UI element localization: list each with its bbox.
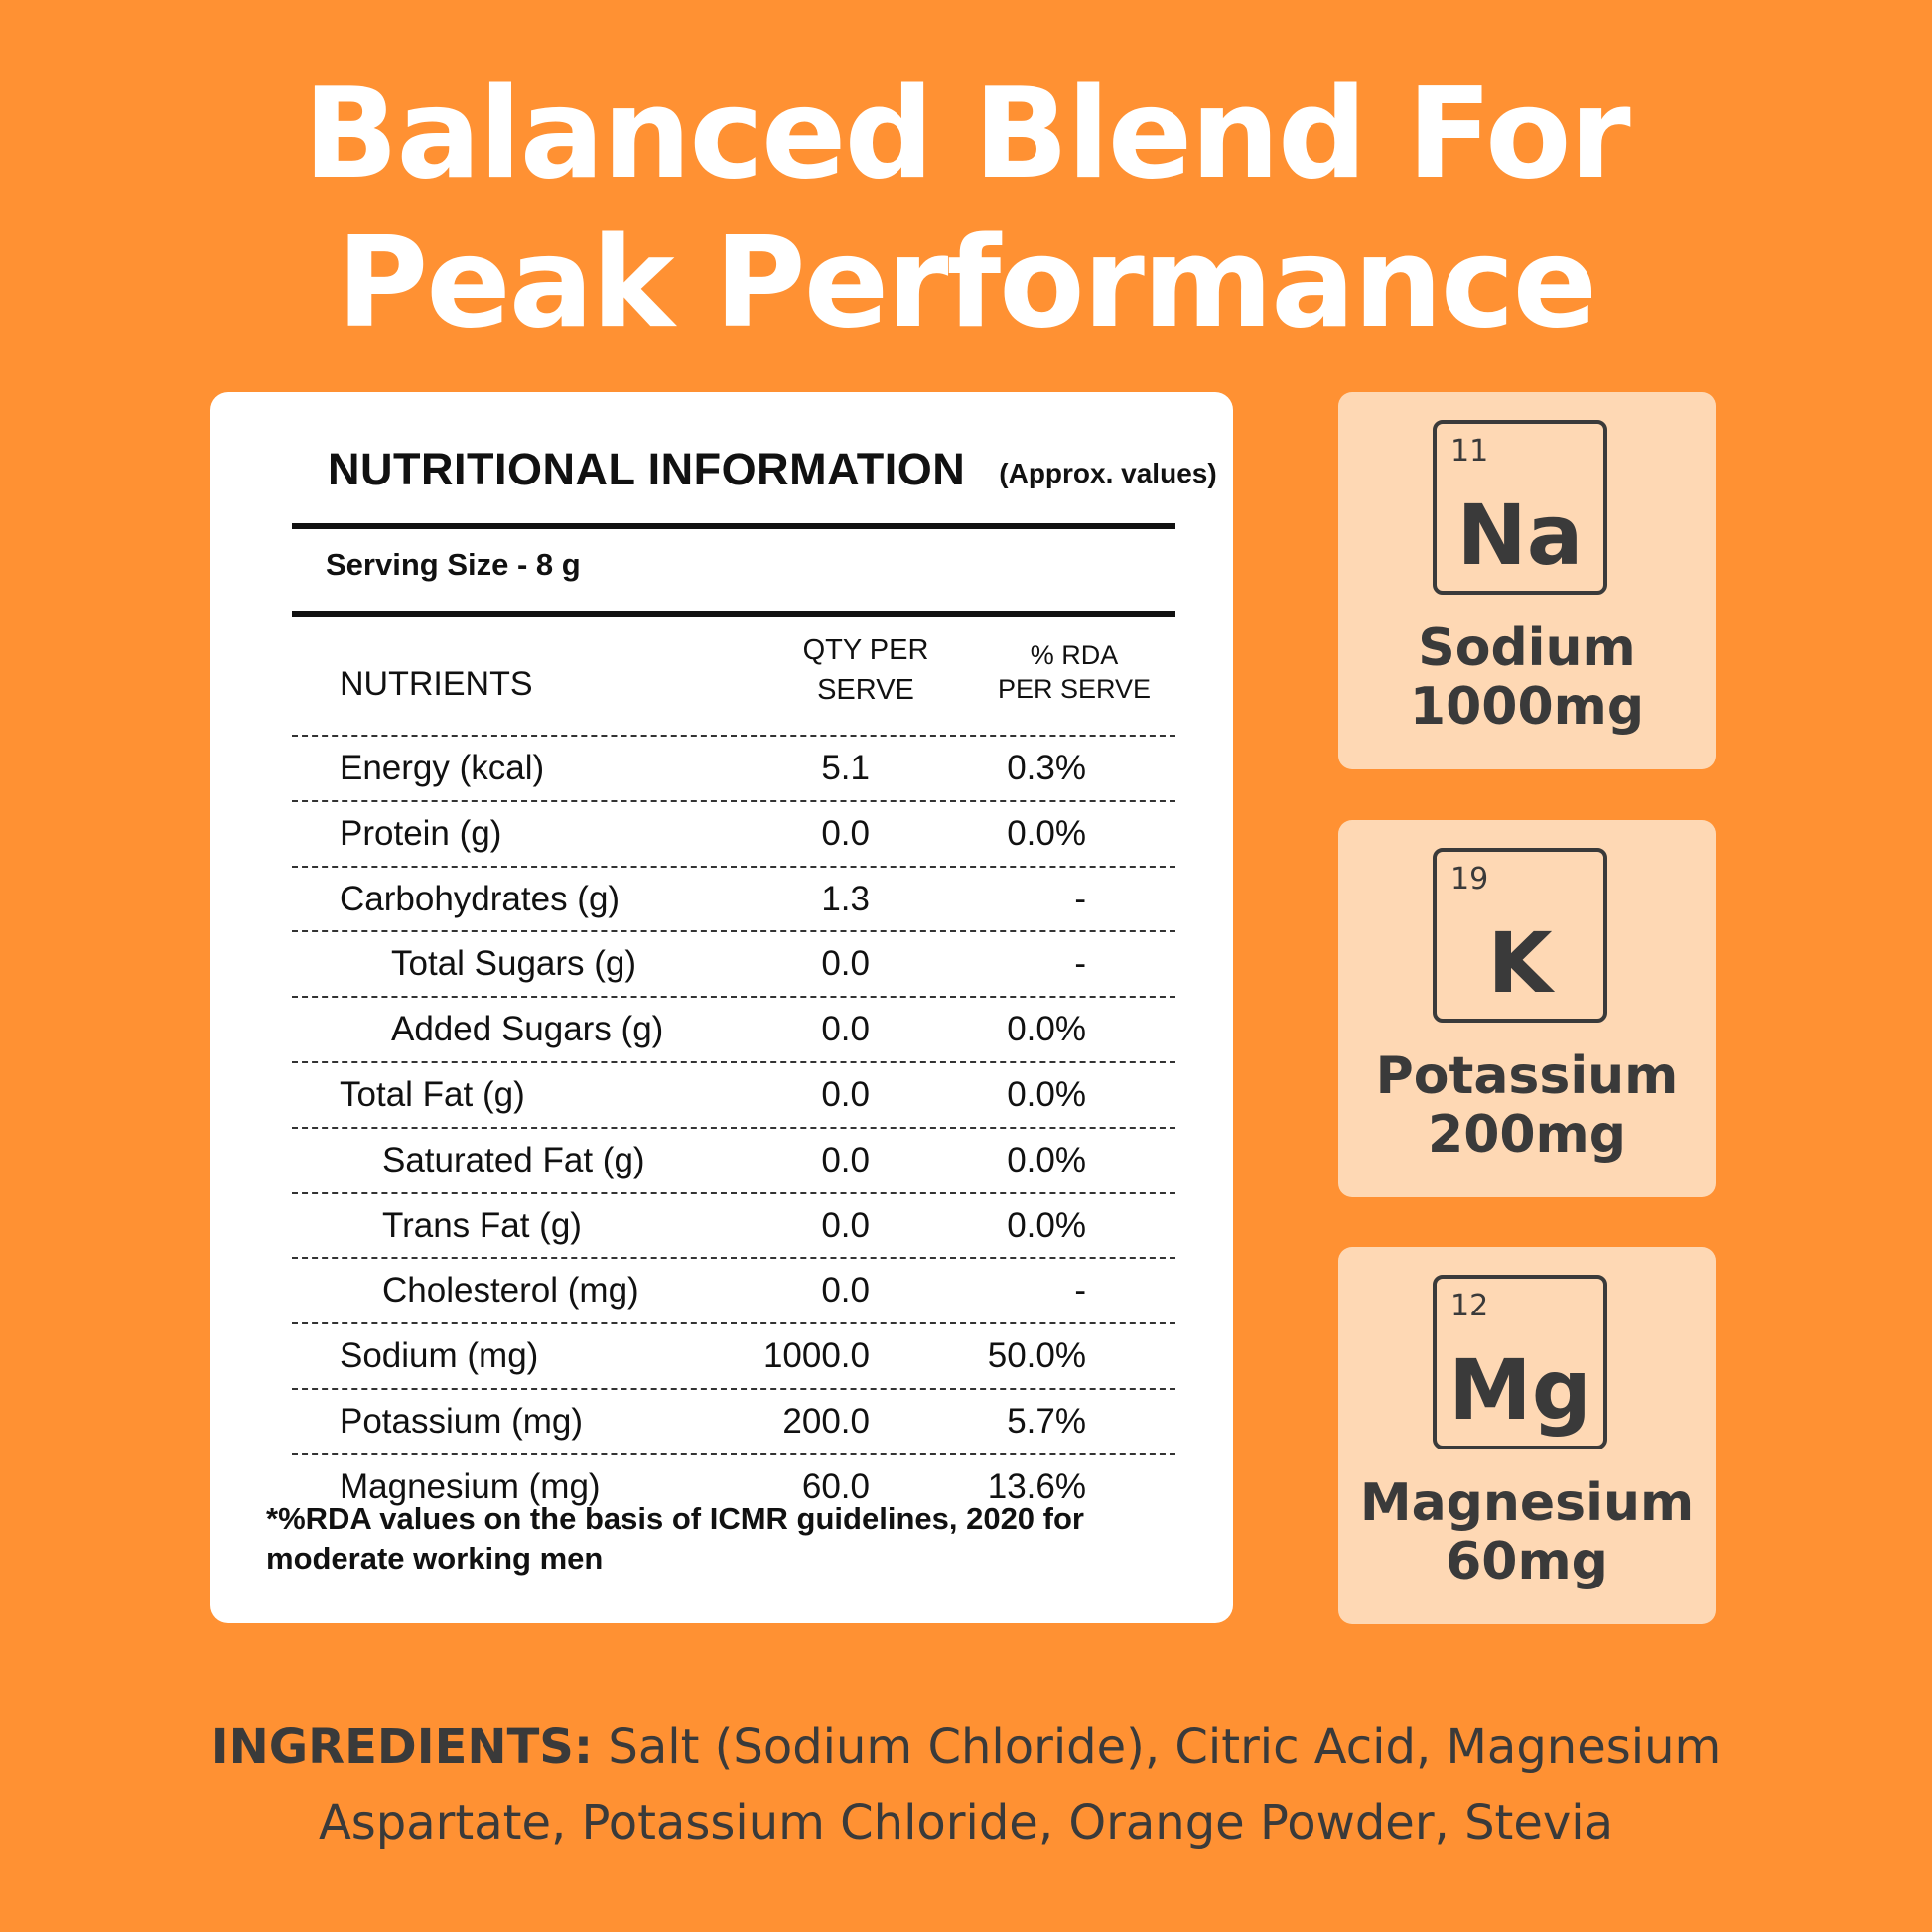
- nutrient-qty: 0.0: [821, 813, 870, 853]
- headline-line-2: Peak Performance: [336, 209, 1597, 355]
- nutrition-panel: NUTRITIONAL INFORMATION (Approx. values) …: [210, 392, 1233, 1623]
- nutrient-qty: 200.0: [782, 1401, 870, 1441]
- serving-size: Serving Size - 8 g: [326, 547, 581, 582]
- table-row: Magnesium (mg) 60.0 13.6%: [292, 1452, 1175, 1519]
- rda-header-line-1: % RDA: [1030, 640, 1119, 670]
- element-symbol: Mg: [1449, 1341, 1591, 1439]
- headline-line-1: Balanced Blend For: [303, 61, 1630, 207]
- nutrition-title: NUTRITIONAL INFORMATION (Approx. values): [328, 444, 1217, 495]
- nutrient-rda: 0.0%: [1007, 1010, 1086, 1049]
- nutrient-qty: 60.0: [801, 1466, 870, 1506]
- nutrient-qty: 0.0: [821, 1205, 870, 1245]
- nutrient-name: Protein (g): [340, 813, 502, 853]
- nutrient-rda: -: [1074, 1271, 1086, 1311]
- element-card-potassium: 19 K Potassium 200mg: [1338, 820, 1716, 1197]
- nutrition-table: Energy (kcal) 5.1 0.3% Protein (g) 0.0 0…: [292, 735, 1175, 1519]
- nutrient-qty: 1.3: [821, 879, 870, 918]
- nutrient-name: Trans Fat (g): [382, 1205, 582, 1245]
- table-row: Trans Fat (g) 0.0 0.0%: [292, 1191, 1175, 1258]
- nutrition-title-text: NUTRITIONAL INFORMATION: [328, 444, 966, 494]
- table-row: Total Fat (g) 0.0 0.0%: [292, 1060, 1175, 1127]
- nutrient-rda: 0.3%: [1007, 749, 1086, 787]
- rda-header: % RDA PER SERVE: [975, 638, 1173, 706]
- element-amount: 60mg: [1446, 1532, 1608, 1591]
- atomic-number: 11: [1450, 434, 1489, 469]
- nutrient-qty: 0.0: [821, 1271, 870, 1311]
- divider: [292, 611, 1175, 617]
- nutrient-qty: 0.0: [821, 1010, 870, 1049]
- nutrient-name: Added Sugars (g): [391, 1010, 664, 1049]
- element-tile: 12 Mg: [1433, 1275, 1607, 1449]
- element-tile: 19 K: [1433, 848, 1607, 1023]
- nutrient-rda: 5.7%: [1007, 1401, 1086, 1441]
- nutrient-rda: 0.0%: [1007, 1074, 1086, 1114]
- element-tile: 11 Na: [1433, 420, 1607, 595]
- atomic-number: 12: [1450, 1289, 1489, 1323]
- nutrient-name: Total Sugars (g): [391, 944, 637, 984]
- nutrient-qty: 0.0: [821, 1074, 870, 1114]
- nutrient-name: Saturated Fat (g): [382, 1140, 645, 1179]
- rda-header-line-2: PER SERVE: [997, 674, 1152, 704]
- table-row: Cholesterol (mg) 0.0 -: [292, 1257, 1175, 1322]
- element-card-sodium: 11 Na Sodium 1000mg: [1338, 392, 1716, 769]
- table-row: Potassium (mg) 200.0 5.7%: [292, 1387, 1175, 1453]
- element-amount: 1000mg: [1409, 677, 1645, 737]
- element-symbol: K: [1487, 914, 1553, 1012]
- element-name: Potassium: [1375, 1046, 1679, 1106]
- nutrient-rda: 13.6%: [987, 1466, 1086, 1506]
- nutrient-rda: 50.0%: [987, 1336, 1086, 1376]
- element-name: Magnesium: [1359, 1473, 1695, 1533]
- nutrient-name: Total Fat (g): [340, 1074, 525, 1114]
- table-row: Saturated Fat (g) 0.0 0.0%: [292, 1126, 1175, 1192]
- nutrient-rda: 0.0%: [1007, 1205, 1086, 1245]
- rda-footnote: *%RDA values on the basis of ICMR guidel…: [266, 1501, 1084, 1576]
- ingredients: INGREDIENTS: Salt (Sodium Chloride), Cit…: [99, 1710, 1833, 1861]
- nutrient-qty: 1000.0: [762, 1336, 870, 1376]
- divider: [292, 523, 1175, 529]
- element-symbol: Na: [1456, 486, 1584, 584]
- nutrient-rda: 0.0%: [1007, 813, 1086, 853]
- nutrient-name: Cholesterol (mg): [382, 1271, 639, 1311]
- ingredients-label: INGREDIENTS:: [210, 1720, 594, 1775]
- atomic-number: 19: [1450, 862, 1489, 897]
- table-row: Sodium (mg) 1000.0 50.0%: [292, 1322, 1175, 1388]
- nutrient-name: Sodium (mg): [340, 1336, 539, 1376]
- nutrient-name: Energy (kcal): [340, 749, 545, 787]
- nutrient-name: Magnesium (mg): [340, 1466, 601, 1506]
- element-name: Sodium: [1418, 619, 1636, 678]
- ingredients-text: Salt (Sodium Chloride), Citric Acid, Mag…: [318, 1720, 1722, 1851]
- nutrient-qty: 0.0: [821, 1140, 870, 1179]
- element-card-magnesium: 12 Mg Magnesium 60mg: [1338, 1247, 1716, 1624]
- nutrient-name: Potassium (mg): [340, 1401, 584, 1441]
- nutrient-qty: 5.1: [821, 749, 870, 787]
- nutrient-rda: -: [1074, 944, 1086, 984]
- headline: Balanced Blend For Peak Performance: [0, 60, 1932, 357]
- table-row: Total Sugars (g) 0.0 -: [292, 930, 1175, 996]
- nutrients-header: NUTRIENTS: [340, 665, 533, 703]
- nutrient-qty: 0.0: [821, 944, 870, 984]
- table-row: Carbohydrates (g) 1.3 -: [292, 865, 1175, 931]
- qty-header-line-1: QTY PER: [802, 634, 929, 666]
- table-row: Added Sugars (g) 0.0 0.0%: [292, 996, 1175, 1061]
- table-row: Protein (g) 0.0 0.0%: [292, 799, 1175, 866]
- nutrient-rda: 0.0%: [1007, 1140, 1086, 1179]
- nutrient-rda: -: [1074, 879, 1086, 918]
- table-row: Energy (kcal) 5.1 0.3%: [292, 735, 1175, 800]
- qty-header: QTY PER SERVE: [766, 630, 965, 710]
- nutrient-name: Carbohydrates (g): [340, 879, 621, 918]
- element-amount: 200mg: [1428, 1105, 1626, 1165]
- qty-header-line-2: SERVE: [817, 674, 914, 706]
- nutrition-subtitle: (Approx. values): [999, 458, 1217, 488]
